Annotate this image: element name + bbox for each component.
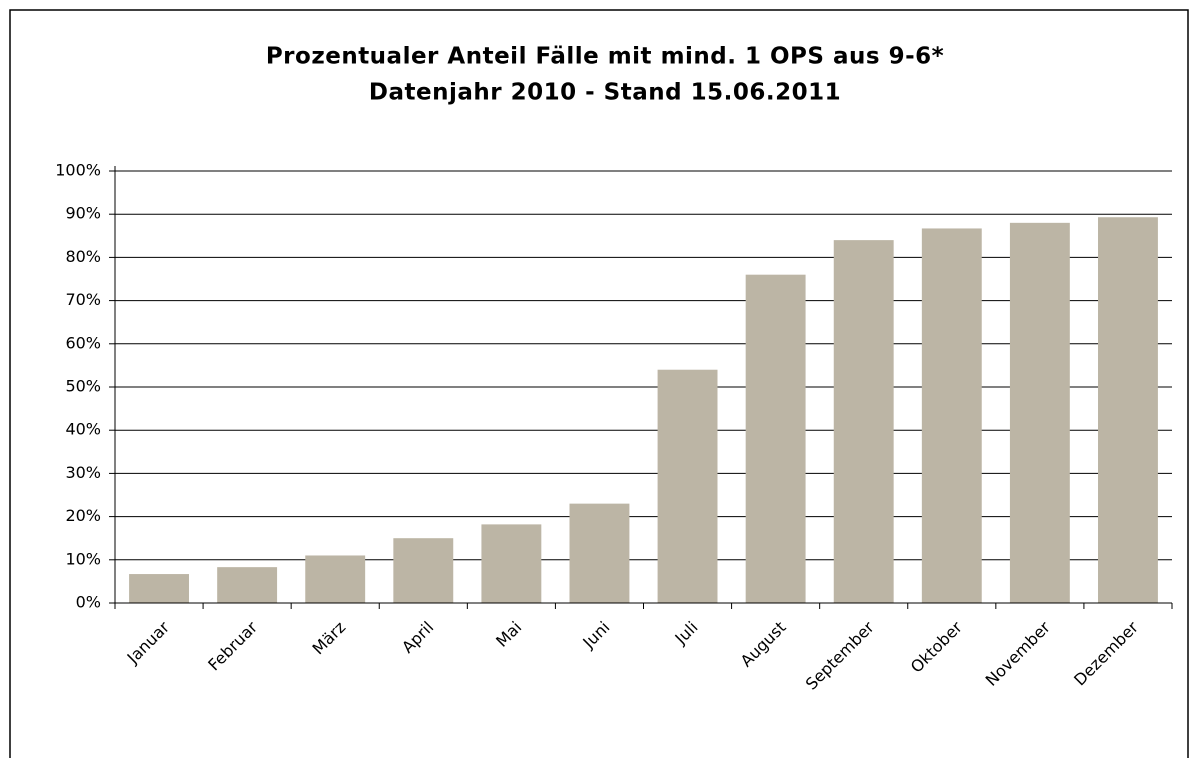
y-tick-label: 100% [55, 161, 101, 180]
x-tick-label: November [982, 617, 1055, 690]
x-tick-label: Januar [123, 617, 174, 668]
bar [129, 574, 189, 603]
chart-title: Prozentualer Anteil Fälle mit mind. 1 OP… [266, 44, 944, 70]
y-tick-label: 80% [65, 247, 101, 266]
bar [1009, 222, 1070, 603]
chart-title: Datenjahr 2010 - Stand 15.06.2011 [369, 80, 841, 106]
y-tick-label: 20% [65, 506, 101, 525]
y-tick-label: 10% [65, 549, 101, 568]
x-tick-label: Juli [671, 618, 702, 649]
bar [217, 567, 278, 603]
bar [305, 555, 366, 603]
x-tick-label: Juni [579, 618, 614, 653]
bar [657, 369, 718, 603]
bar [833, 240, 894, 603]
x-tick-label: März [308, 618, 349, 659]
y-tick-label: 40% [65, 420, 101, 439]
x-tick-label: September [802, 617, 878, 693]
bar [481, 524, 542, 603]
x-tick-label: April [398, 618, 437, 657]
bar [1098, 217, 1158, 603]
y-tick-label: 60% [65, 333, 101, 352]
y-tick-label: 50% [65, 377, 101, 396]
y-tick-label: 0% [76, 593, 101, 612]
bar [569, 503, 630, 603]
y-tick-label: 90% [65, 204, 101, 223]
x-tick-label: Mai [492, 618, 525, 651]
chart-frame [9, 9, 1189, 758]
bar [393, 538, 454, 603]
x-tick-label: August [737, 618, 790, 671]
y-tick-label: 70% [65, 290, 101, 309]
bar [921, 228, 982, 603]
x-tick-label: Oktober [907, 617, 966, 676]
x-tick-label: Februar [204, 617, 261, 674]
x-tick-label: Dezember [1070, 617, 1142, 689]
y-tick-label: 30% [65, 463, 101, 482]
bar [745, 274, 806, 603]
